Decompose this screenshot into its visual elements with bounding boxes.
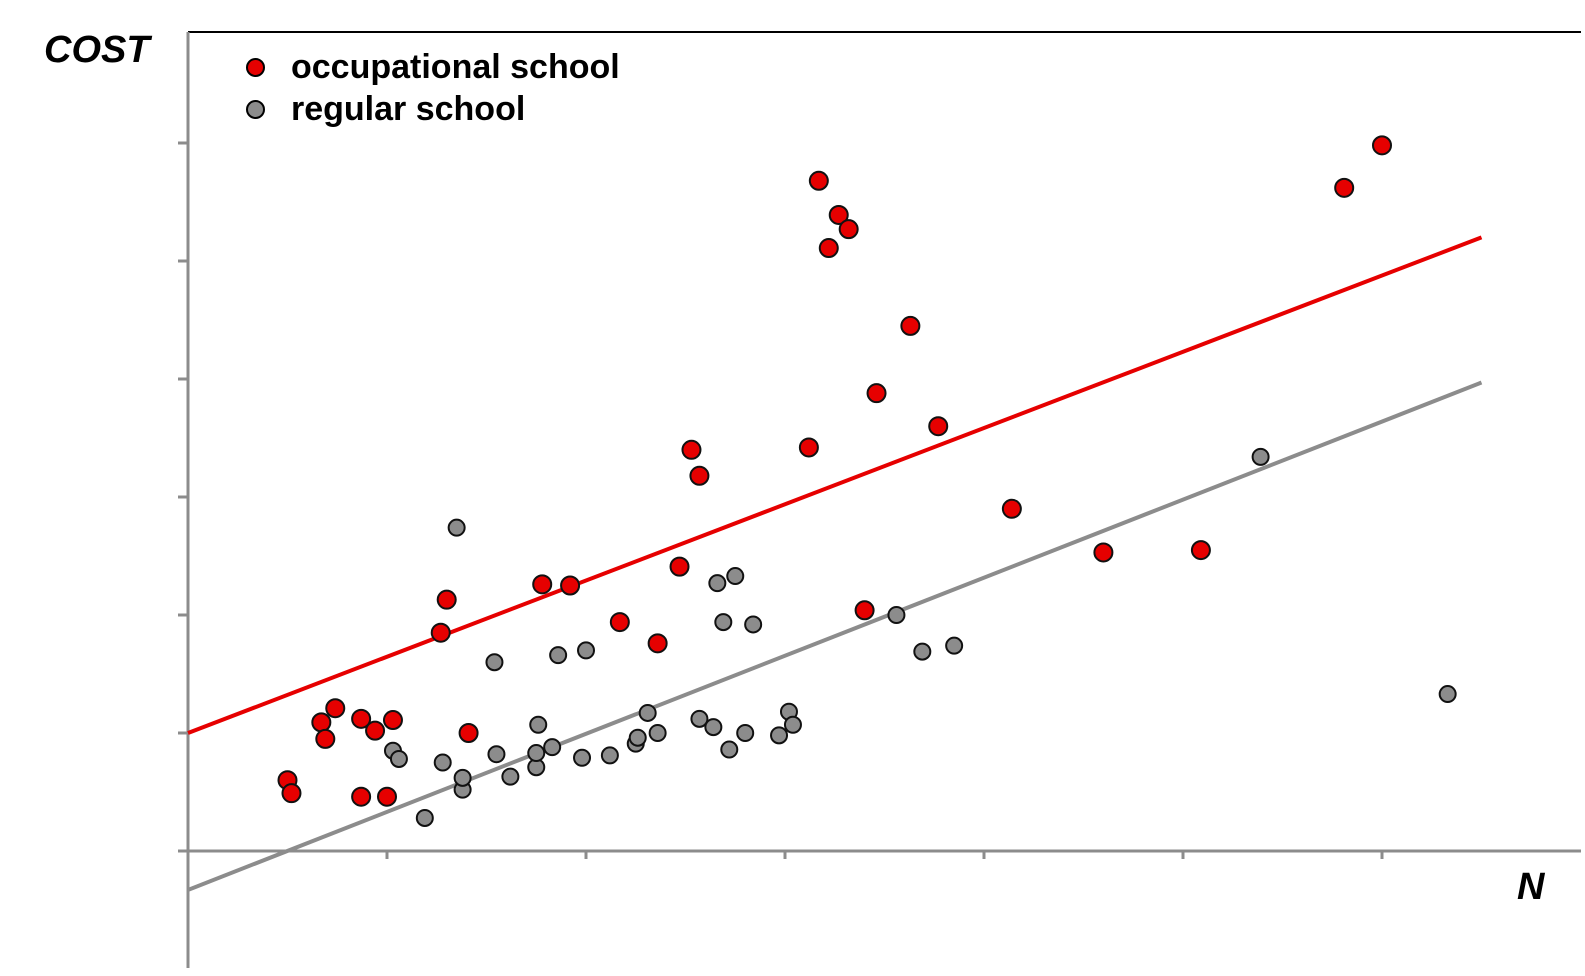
point-occupational — [866, 383, 887, 404]
point-occupational — [377, 786, 397, 807]
point-occupational — [351, 708, 372, 729]
point-occupational — [818, 238, 839, 259]
point-regular — [945, 636, 964, 655]
point-occupational — [430, 622, 451, 643]
point-regular — [501, 767, 520, 786]
point-regular — [783, 715, 802, 734]
point-occupational — [681, 439, 702, 460]
point-occupational — [669, 556, 690, 577]
point-regular — [573, 748, 592, 767]
point-occupational — [854, 600, 875, 621]
point-occupational — [382, 710, 403, 731]
point-occupational — [828, 204, 849, 225]
legend: occupational school regular school — [238, 46, 620, 130]
legend-item-regular: regular school — [238, 88, 620, 130]
point-occupational — [1093, 542, 1114, 563]
point-regular — [1438, 685, 1457, 704]
point-regular — [543, 738, 562, 757]
point-occupational — [647, 633, 668, 654]
point-occupational — [1001, 498, 1022, 519]
point-regular — [770, 726, 789, 745]
point-regular — [447, 518, 466, 537]
point-occupational — [928, 416, 949, 437]
point-regular — [648, 724, 667, 742]
y-axis-label: COST — [44, 29, 150, 71]
point-regular — [577, 641, 595, 660]
trend-line-occupational — [187, 235, 1483, 735]
point-regular — [887, 606, 906, 624]
point-regular — [726, 567, 745, 586]
point-regular — [704, 718, 723, 737]
point-regular — [913, 642, 932, 661]
point-regular — [638, 703, 657, 722]
point-regular — [628, 728, 647, 747]
point-regular — [487, 745, 506, 764]
data-points — [277, 135, 1457, 827]
point-regular — [600, 746, 619, 765]
x-axis-label: N — [1517, 866, 1545, 908]
point-occupational — [281, 783, 302, 804]
point-occupational — [458, 723, 479, 743]
point-regular — [415, 808, 434, 827]
point-regular — [708, 574, 727, 593]
point-regular — [527, 744, 546, 763]
point-occupational — [365, 720, 386, 741]
point-occupational — [689, 465, 710, 486]
point-occupational — [351, 786, 372, 807]
point-regular — [690, 709, 709, 728]
legend-label-regular: regular school — [291, 89, 526, 128]
point-occupational — [609, 612, 630, 633]
point-occupational — [798, 437, 819, 458]
point-regular — [453, 768, 472, 787]
point-regular — [433, 753, 452, 772]
point-occupational — [900, 315, 921, 336]
point-occupational — [311, 712, 332, 733]
legend-label-occupational: occupational school — [291, 47, 620, 86]
point-occupational — [808, 170, 829, 191]
point-regular — [389, 749, 408, 768]
trend-line-regular — [187, 380, 1483, 892]
point-occupational — [325, 698, 346, 719]
legend-marker-regular — [246, 99, 265, 119]
point-regular — [744, 615, 763, 634]
point-regular — [549, 646, 568, 665]
axes — [178, 31, 1581, 968]
point-occupational — [1190, 540, 1211, 561]
point-occupational — [532, 574, 553, 595]
point-occupational — [838, 219, 859, 240]
point-occupational — [1334, 177, 1355, 198]
point-regular — [529, 715, 548, 734]
point-occupational — [315, 728, 336, 749]
legend-item-occupational: occupational school — [238, 46, 620, 88]
point-occupational — [1372, 135, 1392, 156]
point-regular — [720, 740, 739, 759]
point-regular — [736, 724, 755, 742]
point-regular — [485, 653, 504, 672]
point-regular — [1251, 447, 1270, 466]
trend-lines — [187, 235, 1483, 892]
legend-marker-occupational — [246, 57, 265, 77]
point-regular — [714, 613, 733, 632]
point-occupational — [436, 589, 457, 610]
point-occupational — [560, 575, 581, 596]
